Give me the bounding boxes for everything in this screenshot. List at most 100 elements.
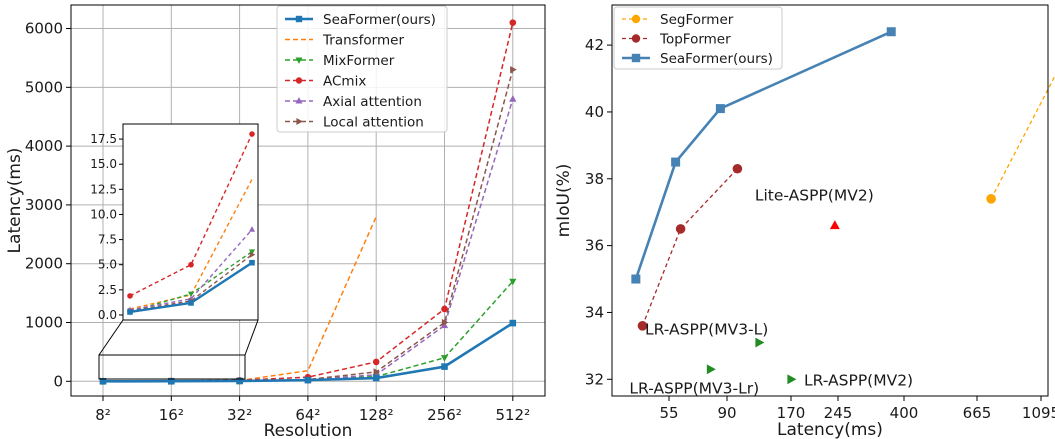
inset-y-tick-label: 5.0 — [98, 258, 117, 272]
inset-series-transformer — [129, 178, 253, 310]
left-series — [99, 19, 517, 386]
right-y-axis-label: mIoU(%) — [554, 164, 574, 238]
series-point-topformer — [675, 224, 686, 234]
left-x-tick-label: 8² — [95, 406, 111, 424]
series-point-seaformer-ours — [886, 27, 896, 37]
annotation-marker — [755, 337, 765, 348]
right-chart: Lite-ASPP(MV2) LR-ASPP(MV3-L) LR-ASPP(MV3-… — [554, 4, 1055, 439]
series-point-seaformer-ours — [441, 363, 448, 370]
zoom-connector — [98, 319, 259, 380]
legend-marker-seaformer-ours — [295, 15, 303, 23]
legend-label-seaformer-ours: SeaFormer(ours) — [660, 51, 773, 67]
series-segformer — [986, 74, 1055, 204]
right-plot-frame — [611, 4, 1049, 397]
right-legend-box — [613, 6, 783, 70]
inset-y-tick-label: 15.0 — [90, 157, 117, 171]
right-y-tick-label: 40 — [585, 103, 604, 121]
inset-y-tick-label: 17.5 — [90, 132, 117, 146]
series-seaformer-ours — [631, 27, 896, 284]
legend-marker-segformer — [631, 14, 641, 24]
series-point-axial-attention — [440, 321, 449, 329]
inset-series-line-transformer — [129, 178, 253, 310]
annotation-lr-aspp-mv2: LR-ASPP(MV2) — [787, 371, 913, 389]
left-y-tick-label: 0 — [53, 372, 63, 390]
zoom-connector-line — [244, 319, 259, 356]
annotation-label: LR-ASPP(MV2) — [804, 371, 913, 389]
annotation-label: LR-ASPP(MV3-L) — [645, 321, 768, 339]
left-chart: 0 1000 2000 3000 4000 5000 6000 8² 16² 32² 64² 128… — [5, 4, 546, 439]
series-point-seaformer-ours — [715, 104, 725, 114]
legend-marker-axial-attention — [295, 97, 303, 104]
right-y-tick-label: 36 — [585, 237, 604, 255]
legend-label-seaformer-ours: SeaFormer(ours) — [323, 12, 436, 28]
zoom-box — [98, 354, 246, 380]
series-point-seaformer-ours — [671, 157, 681, 167]
left-x-tick-label: 512² — [495, 406, 530, 424]
series-point-seaformer-ours — [236, 377, 243, 385]
series-point-seaformer-ours — [304, 376, 312, 384]
left-y-tick-label: 2000 — [25, 255, 63, 273]
series-point-acmix — [372, 358, 380, 366]
inset-series-point-seaformer-ours — [188, 300, 194, 306]
annotation-label: Lite-ASPP(MV2) — [755, 187, 874, 205]
inset-y-tick-label: 7.5 — [98, 233, 117, 247]
right-legend: SegFormer TopFormer SeaFormer(ours) — [613, 6, 783, 70]
legend-label-acmix: ACmix — [323, 74, 366, 90]
inset-series-point-axial-attention — [248, 226, 256, 232]
inset-series-acmix — [127, 131, 255, 299]
left-y-tick-label: 3000 — [25, 196, 63, 214]
inset-y-tick-label: 12.5 — [90, 182, 117, 196]
series-seaformer-ours — [99, 319, 517, 385]
right-x-tick-label: 90 — [717, 404, 736, 422]
annotation-lr-aspp-mv3-lr: LR-ASPP(MV3-Lr) — [629, 364, 759, 397]
inset-series-line-local-attention — [129, 254, 253, 312]
series-point-seaformer-ours — [631, 274, 641, 284]
series-point-topformer — [637, 321, 648, 331]
legend-label-segformer: SegFormer — [660, 12, 734, 28]
legend-label-axial-attention: Axial attention — [323, 94, 422, 110]
left-x-tick-label: 16² — [159, 406, 184, 424]
right-annotations: Lite-ASPP(MV2) LR-ASPP(MV3-L) LR-ASPP(MV3-… — [629, 187, 913, 398]
series-point-acmix — [441, 305, 448, 313]
series-point-segformer — [986, 194, 996, 204]
right-series — [631, 27, 1055, 331]
series-topformer — [637, 163, 743, 331]
right-y-tick-label: 34 — [585, 303, 604, 321]
left-x-axis-label: Resolution — [264, 421, 353, 439]
series-point-mixformer — [440, 355, 449, 362]
series-point-seaformer-ours — [372, 374, 380, 382]
legend-marker-mixformer — [295, 57, 303, 64]
inset-series-point-mixformer — [248, 249, 256, 256]
inset-background — [122, 123, 259, 321]
right-y-ticks: 32 34 36 38 40 42 — [585, 36, 612, 388]
right-y-tick-label: 38 — [585, 170, 604, 188]
series-point-axial-attention — [509, 95, 517, 102]
inset-y-tick-label: 10.0 — [90, 207, 117, 221]
series-line-topformer — [641, 168, 738, 327]
series-point-acmix — [509, 19, 517, 26]
series-point-local-attention — [510, 66, 517, 74]
inset-series-point-seaformer-ours — [249, 259, 255, 266]
inset-series-point-acmix — [127, 293, 133, 299]
right-x-tick-label: 665 — [963, 404, 992, 422]
inset-series-line-acmix — [129, 133, 253, 297]
inset-series-point-mixformer — [187, 291, 195, 298]
left-y-tick-label: 5000 — [25, 78, 63, 96]
left-x-tick-label: 64² — [295, 406, 320, 424]
right-x-tick-label: 170 — [777, 404, 806, 422]
inset-y-tick-label: 2.5 — [98, 283, 117, 297]
right-x-ticks: 55 90 170 245 400 665 1095 — [659, 396, 1055, 422]
annotation-marker — [706, 364, 716, 375]
series-point-local-attention — [441, 318, 449, 327]
annotation-label: LR-ASPP(MV3-Lr) — [629, 379, 759, 397]
zoom-connector-line — [98, 319, 124, 356]
left-x-ticks: 8² 16² 32² 64² 128² 256² 512² — [95, 396, 530, 424]
annotation-lite-aspp-mv2: Lite-ASPP(MV2) — [755, 187, 874, 230]
inset-y-tick-label: 0.0 — [98, 308, 117, 322]
left-x-tick-label: 32² — [227, 406, 252, 424]
right-x-tick-label: 1095 — [1022, 404, 1055, 422]
series-point-mixformer — [509, 278, 517, 286]
series-point-seaformer-ours — [509, 319, 517, 327]
left-y-tick-label: 6000 — [25, 20, 63, 38]
